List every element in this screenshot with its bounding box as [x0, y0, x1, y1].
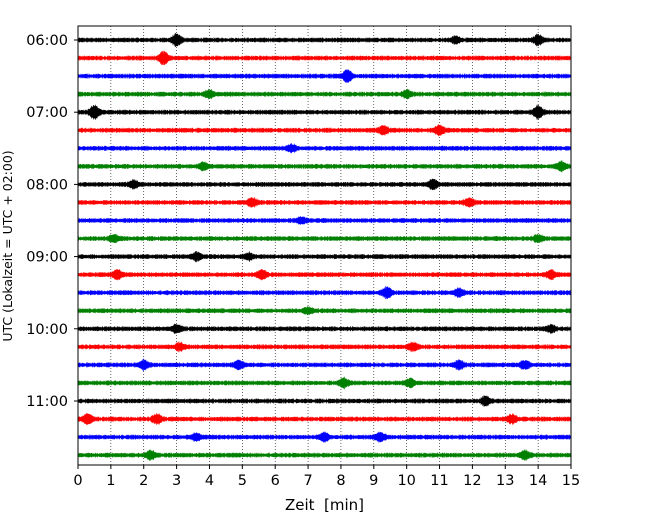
x-tick-label: 7	[303, 473, 312, 489]
y-tick-label: 10:00	[26, 322, 68, 338]
x-tick-label: 1	[106, 473, 115, 489]
x-tick-label: 14	[529, 473, 547, 489]
x-tick-label: 10	[397, 473, 415, 489]
x-tick-label: 15	[562, 473, 580, 489]
x-tick-label: 6	[271, 473, 280, 489]
x-tick-label: 3	[172, 473, 181, 489]
y-tick-label: 11:00	[26, 394, 68, 410]
plot-frame	[77, 25, 572, 466]
y-axis-ticks: 06:00 07:00 08:00 09:00 10:00 11:00	[26, 33, 78, 410]
x-tick-label: 12	[463, 473, 481, 489]
vertical-gridlines	[110, 26, 539, 465]
y-tick-label: 06:00	[26, 33, 68, 49]
x-tick-label: 5	[238, 473, 247, 489]
x-tick-label: 4	[205, 473, 214, 489]
x-tick-label: 9	[369, 473, 378, 489]
y-tick-label: 09:00	[26, 250, 68, 266]
y-axis-label: UTC (Lokalzeit = UTC + 02:00)	[0, 150, 15, 341]
x-tick-label: 8	[336, 473, 345, 489]
x-axis-ticks: 0 1 2 3 4 5 6 7 8 9 10 11 12 13 14 15	[73, 465, 580, 489]
x-axis-label: Zeit [min]	[285, 496, 364, 514]
x-tick-label: 11	[430, 473, 448, 489]
x-tick-label: 13	[496, 473, 514, 489]
y-tick-label: 07:00	[26, 105, 68, 121]
y-tick-label: 08:00	[26, 177, 68, 193]
x-tick-label: 0	[73, 473, 82, 489]
x-tick-label: 2	[139, 473, 148, 489]
